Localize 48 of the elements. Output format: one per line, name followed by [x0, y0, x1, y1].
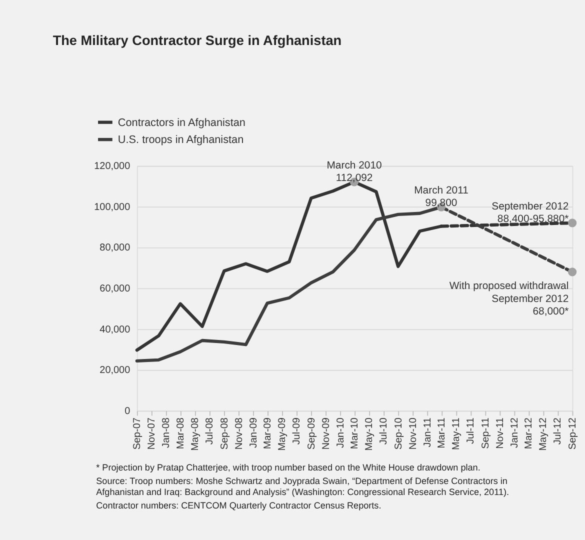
x-tick-label: Mar-08: [175, 417, 186, 450]
y-tick-label: 0: [124, 406, 131, 417]
x-tick-label: Sep-11: [480, 417, 492, 449]
y-tick-label: 120,000: [94, 161, 131, 172]
x-tick-label: Nov-09: [320, 417, 332, 450]
legend-label: Contractors in Afghanistan: [118, 116, 246, 129]
x-tick-label: Jan-12: [509, 417, 520, 448]
annotation: September 2012 88,400-95,880*: [492, 201, 569, 226]
x-tick-label: Nov-10: [408, 417, 419, 450]
x-tick-label: Sep-12: [567, 417, 578, 450]
x-tick-label: Jul-11: [465, 417, 476, 444]
text: * Projection by Pratap Chatterjee, with troop number based on the White House drawdown plan.: [96, 462, 480, 473]
y-tick-label: 80,000: [100, 242, 131, 254]
x-tick-label: Nov-07: [146, 417, 158, 450]
x-tick-label: Nov-08: [234, 417, 245, 450]
x-tick-label: Jul-09: [292, 417, 303, 445]
x-tick-label: Jul-08: [204, 417, 216, 445]
y-tick-label: 60,000: [100, 283, 131, 294]
x-tick-label: May-12: [538, 417, 550, 451]
x-tick-label: Jan-09: [248, 417, 260, 448]
x-tick-label: Jan-10: [335, 417, 346, 448]
chart-title: The Military Contractor Surge in Afghanistan: [52, 33, 342, 48]
y-tick-label: 20,000: [100, 365, 131, 376]
x-tick-label: Jan-08: [161, 417, 172, 448]
legend-label: U.S. troops in Afghanistan: [118, 134, 244, 146]
annotation: March 2010 112,092: [326, 160, 382, 184]
x-tick-label: Mar-12: [524, 417, 535, 450]
x-tick-label: Mar-10: [349, 417, 360, 450]
x-tick-label: Sep-09: [306, 417, 318, 450]
x-tick-label: May-10: [364, 417, 375, 451]
annotation: With proposed withdrawal September 2012 68,000*: [449, 281, 569, 318]
text: Contractor numbers: CENTCOM Quarterly Contractor Census Reports.: [96, 500, 382, 511]
x-tick-label: Sep-10: [393, 417, 404, 450]
x-tick-label: Jul-10: [378, 417, 390, 445]
y-tick-label: 40,000: [100, 324, 131, 336]
x-tick-label: May-08: [190, 417, 202, 451]
y-tick-label: 100,000: [94, 202, 131, 213]
x-tick-label: May-09: [277, 417, 288, 451]
x-tick-label: Jan-11: [422, 417, 434, 448]
x-tick-label: Mar-09: [262, 417, 274, 450]
x-tick-label: Sep-07: [132, 417, 144, 450]
x-tick-label: Nov-11: [494, 417, 506, 449]
x-tick-label: Jul-12: [552, 417, 564, 445]
x-tick-label: Mar-11: [436, 417, 448, 448]
x-tick-label: May-11: [450, 417, 462, 450]
source-note: Source: Troop numbers: Moshe Schwartz and Joyprada Swain, “Department of Defense Contractors in Afghanistan and Iraq: Background and Analysis” (Washington: Congressional Research Service, 2011).: [96, 476, 510, 498]
annotation: March 2011 99,800: [414, 185, 469, 210]
x-tick-label: Sep-08: [219, 417, 230, 450]
